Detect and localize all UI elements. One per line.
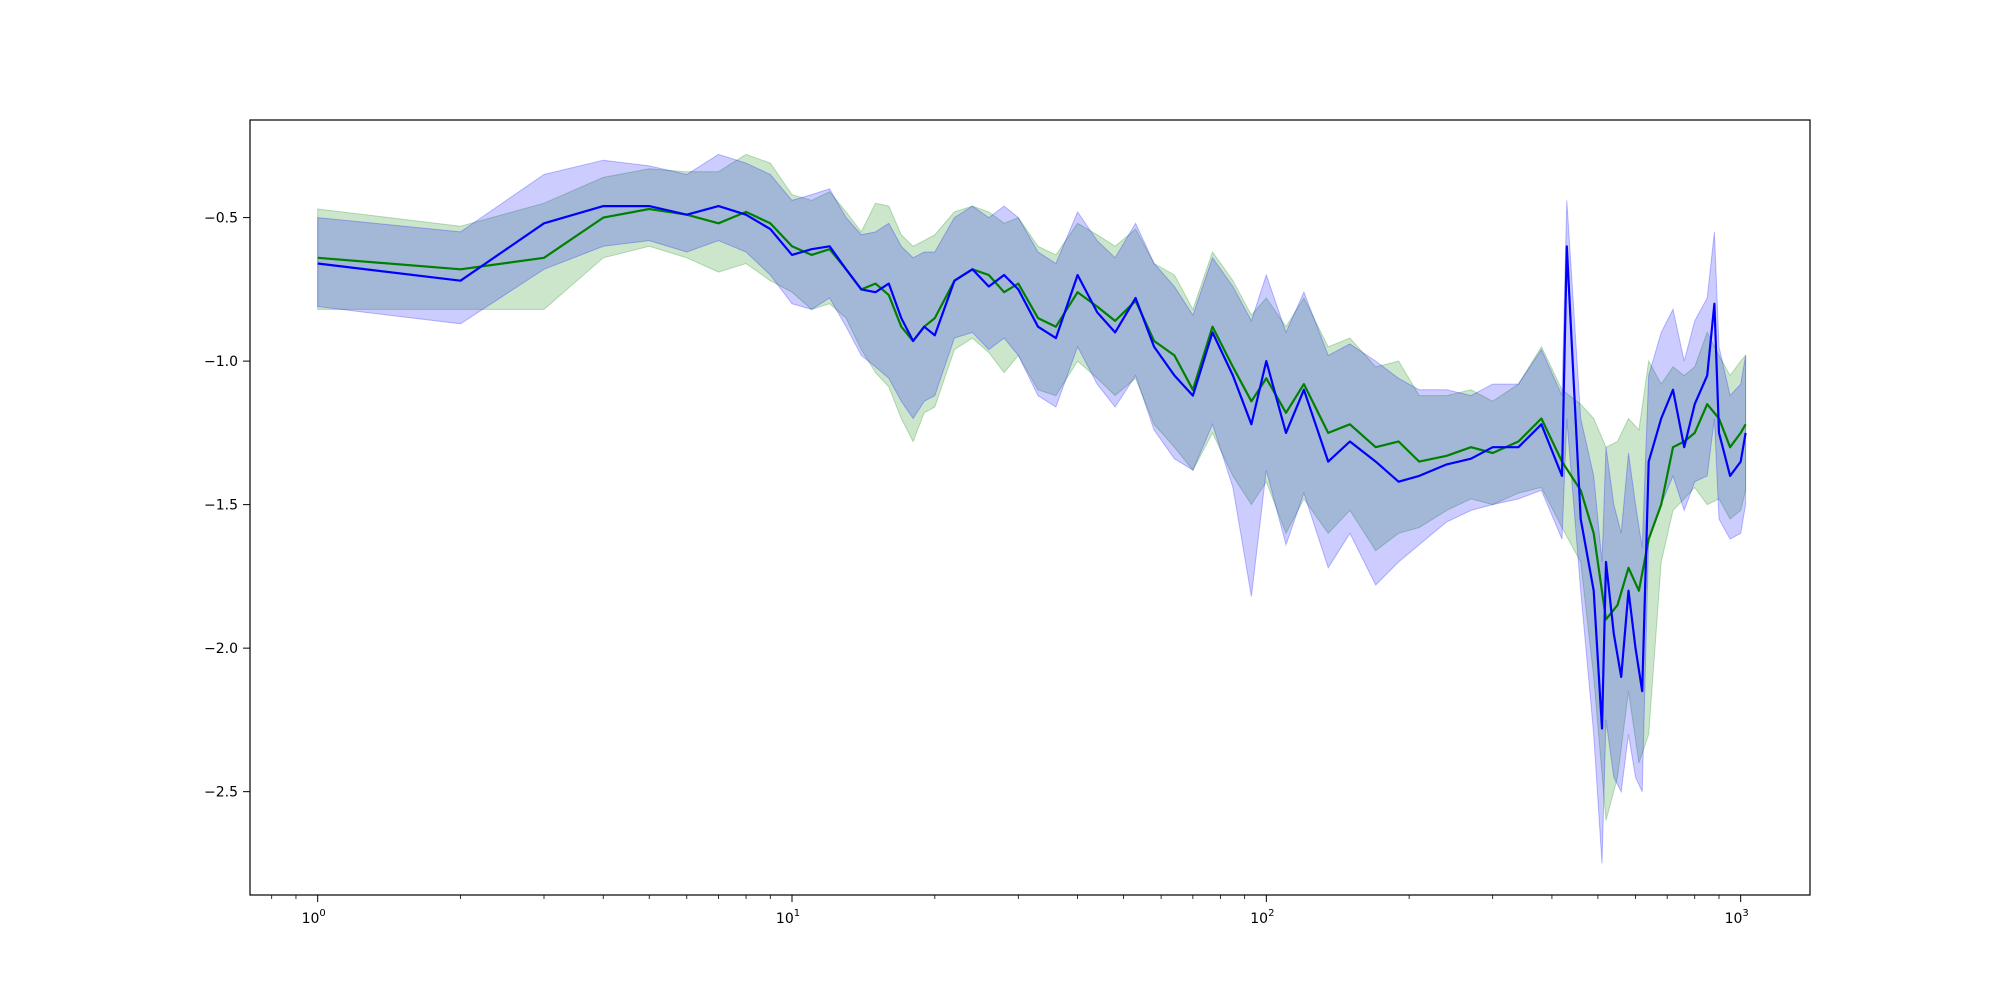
series-lines [317, 205, 1747, 730]
y-tick-label: −0.5 [204, 211, 238, 227]
series-1-line [317, 207, 1747, 621]
y-tick-label: −1.5 [204, 498, 238, 514]
series-1-band [317, 153, 1747, 821]
x-tick-label: 102 [1250, 908, 1274, 927]
series-2-band [317, 153, 1747, 864]
y-tick-label: −2.0 [204, 641, 238, 657]
x-tick-label: 103 [1725, 908, 1749, 927]
axes-frame [249, 119, 1811, 896]
confidence-bands [317, 153, 1747, 864]
series-2-line [317, 205, 1747, 730]
x-axis: 100 101 102 103 [271, 895, 1749, 927]
y-tick-label: −2.5 [204, 785, 238, 801]
x-tick-label: 100 [302, 908, 326, 927]
y-axis: −0.5 −1.0 −1.5 −2.0 −2.5 [204, 211, 250, 801]
y-tick-label: −1.0 [204, 354, 238, 370]
x-tick-label: 101 [776, 908, 800, 927]
plot-area [317, 153, 1747, 864]
